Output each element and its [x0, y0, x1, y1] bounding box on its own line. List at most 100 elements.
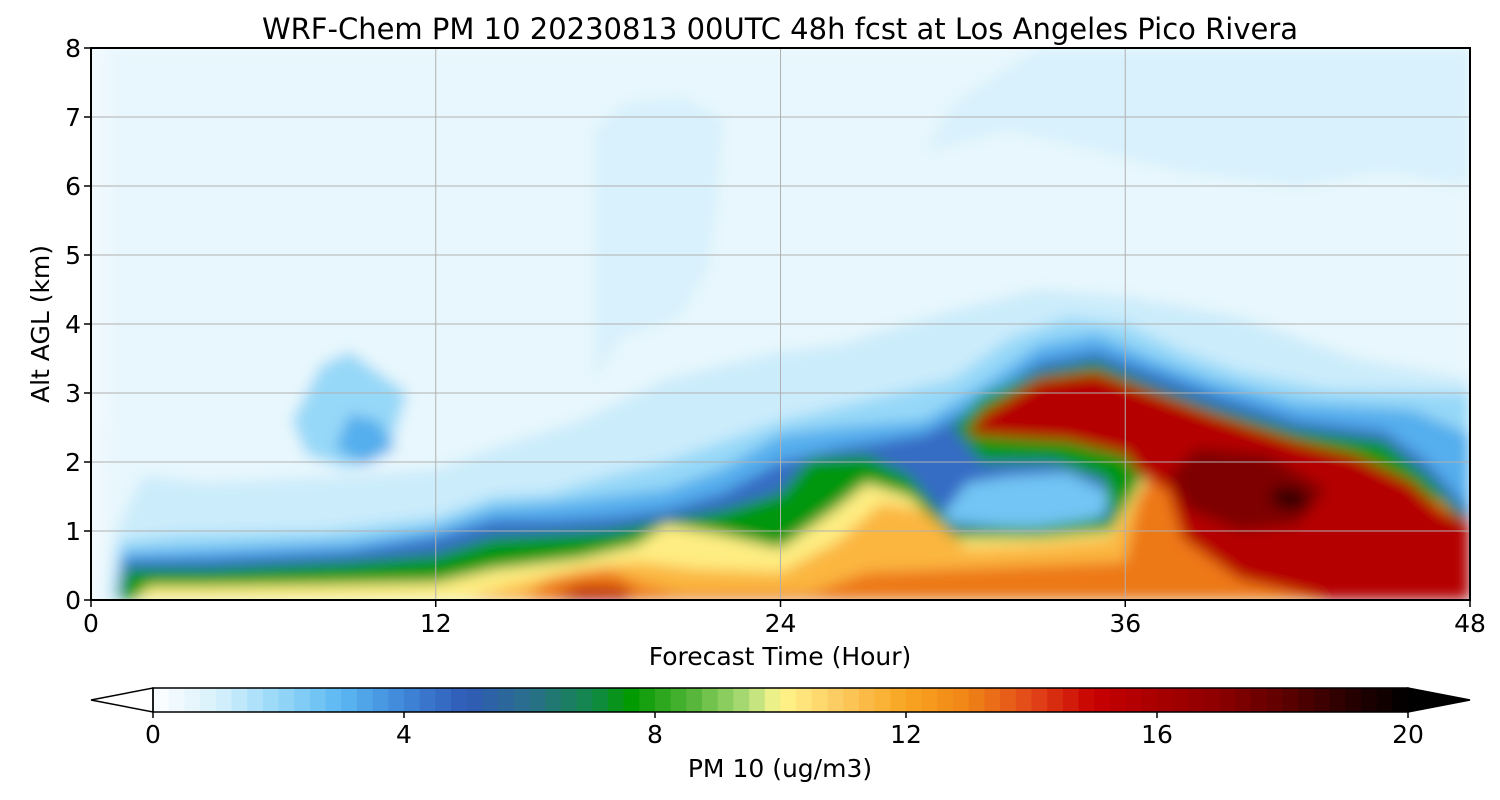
x-axis: 0 12 24 36 48 — [83, 600, 1486, 638]
colorbar-bin — [1015, 688, 1033, 712]
colorbar-bin — [811, 688, 829, 712]
contour-region-10 — [938, 472, 1111, 531]
colorbar-bin — [215, 688, 233, 712]
colorbar-bin — [466, 688, 484, 712]
colorbar-bin — [1345, 688, 1362, 712]
colorbar-bin — [278, 688, 295, 712]
colorbar-bin — [1329, 688, 1346, 712]
colorbar-bin — [717, 688, 735, 712]
colorbar-bin — [623, 688, 640, 712]
contour-region-15 — [550, 586, 637, 600]
colorbar-bin — [200, 688, 217, 712]
colorbar-bin — [655, 688, 672, 712]
colorbar-bin — [592, 688, 609, 712]
colorbar-bin — [1157, 688, 1174, 712]
colorbar-tick-label: 8 — [647, 720, 663, 749]
colorbar-bin — [1204, 688, 1221, 712]
x-tick-label: 12 — [420, 609, 452, 638]
colorbar — [90, 687, 1471, 713]
colorbar-bin — [262, 688, 280, 712]
colorbar-bin — [1094, 688, 1111, 712]
colorbar-bin — [1109, 688, 1127, 712]
colorbar-bin — [1298, 688, 1315, 712]
colorbar-bin — [1235, 688, 1252, 712]
colorbar-bin — [764, 688, 782, 712]
colorbar-bin — [560, 688, 578, 712]
colorbar-bin — [1376, 688, 1393, 712]
colorbar-bin — [184, 688, 201, 712]
colorbar-bin — [451, 688, 468, 712]
grid-lines — [91, 48, 1470, 600]
colorbar-bin — [906, 688, 923, 712]
colorbar-bin — [796, 688, 813, 712]
colorbar-tick-label: 12 — [890, 720, 922, 749]
chart-title: WRF-Chem PM 10 20230813 00UTC 48h fcst a… — [262, 12, 1298, 46]
colorbar-bin — [419, 688, 436, 712]
colorbar-bin — [294, 688, 311, 712]
colorbar-bin — [153, 688, 170, 712]
contour-region-17 — [1168, 448, 1327, 531]
colorbar-bin — [1392, 688, 1409, 712]
colorbar-bin — [670, 688, 687, 712]
colorbar-bin — [498, 688, 515, 712]
colorbar-bin — [404, 688, 421, 712]
colorbar-bin — [1141, 688, 1158, 712]
colorbar-low-extend — [90, 687, 154, 713]
x-tick-label: 0 — [83, 609, 99, 638]
y-tick-label: 0 — [65, 586, 81, 615]
colorbar-bin — [1282, 688, 1299, 712]
colorbar-bin — [247, 688, 264, 712]
contour-region-18 — [1268, 486, 1310, 511]
colorbar-high-extend — [1407, 687, 1471, 713]
colorbar-bin — [733, 688, 750, 712]
contour-region-6 — [335, 413, 396, 466]
colorbar-bin — [921, 688, 938, 712]
y-axis-label: Alt AGL (km) — [26, 245, 55, 403]
colorbar-bin — [686, 688, 703, 712]
y-tick-label: 2 — [65, 448, 81, 477]
y-tick-label: 8 — [65, 34, 81, 63]
colorbar-bin — [1219, 688, 1237, 712]
colorbar-bin — [702, 688, 719, 712]
colorbar-bin — [890, 688, 907, 712]
colorbar-bin — [1000, 688, 1017, 712]
colorbar-bin — [827, 688, 844, 712]
colorbar-frame — [152, 687, 1409, 713]
x-tick-label: 36 — [1109, 609, 1141, 638]
colorbar-bin — [953, 688, 970, 712]
colorbar-bin — [482, 688, 499, 712]
colorbar-bin — [513, 688, 531, 712]
contour-region-2 — [593, 96, 723, 380]
colorbar-tick-label: 16 — [1141, 720, 1173, 749]
y-tick-label: 5 — [65, 241, 81, 270]
colorbar-bin — [356, 688, 374, 712]
colorbar-bin — [1360, 688, 1378, 712]
y-tick-label: 3 — [65, 379, 81, 408]
colorbar-bin — [231, 688, 248, 712]
colorbar-bin — [749, 688, 766, 712]
colorbar-bin — [937, 688, 954, 712]
colorbar-tick-label: 0 — [145, 720, 161, 749]
colorbar-bin — [341, 688, 358, 712]
colorbar-bin — [1172, 688, 1189, 712]
x-tick-label: 24 — [765, 609, 797, 638]
y-tick-label: 6 — [65, 172, 81, 201]
colorbar-bin — [1125, 688, 1142, 712]
colorbar-bin — [545, 688, 562, 712]
colorbar-bin — [780, 688, 797, 712]
colorbar-bin — [1031, 688, 1048, 712]
colorbar-bin — [309, 688, 327, 712]
y-tick-label: 4 — [65, 310, 81, 339]
colorbar-bin — [843, 688, 860, 712]
colorbar-bin — [1078, 688, 1095, 712]
y-tick-label: 1 — [65, 517, 81, 546]
x-tick-label: 48 — [1454, 609, 1486, 638]
colorbar-bin — [435, 688, 452, 712]
colorbar-tick-label: 20 — [1392, 720, 1424, 749]
colorbar-bin — [168, 688, 185, 712]
colorbar-bin — [576, 688, 593, 712]
colorbar-bin — [372, 688, 389, 712]
colorbar-bin — [968, 688, 986, 712]
colorbar-bin — [1188, 688, 1205, 712]
